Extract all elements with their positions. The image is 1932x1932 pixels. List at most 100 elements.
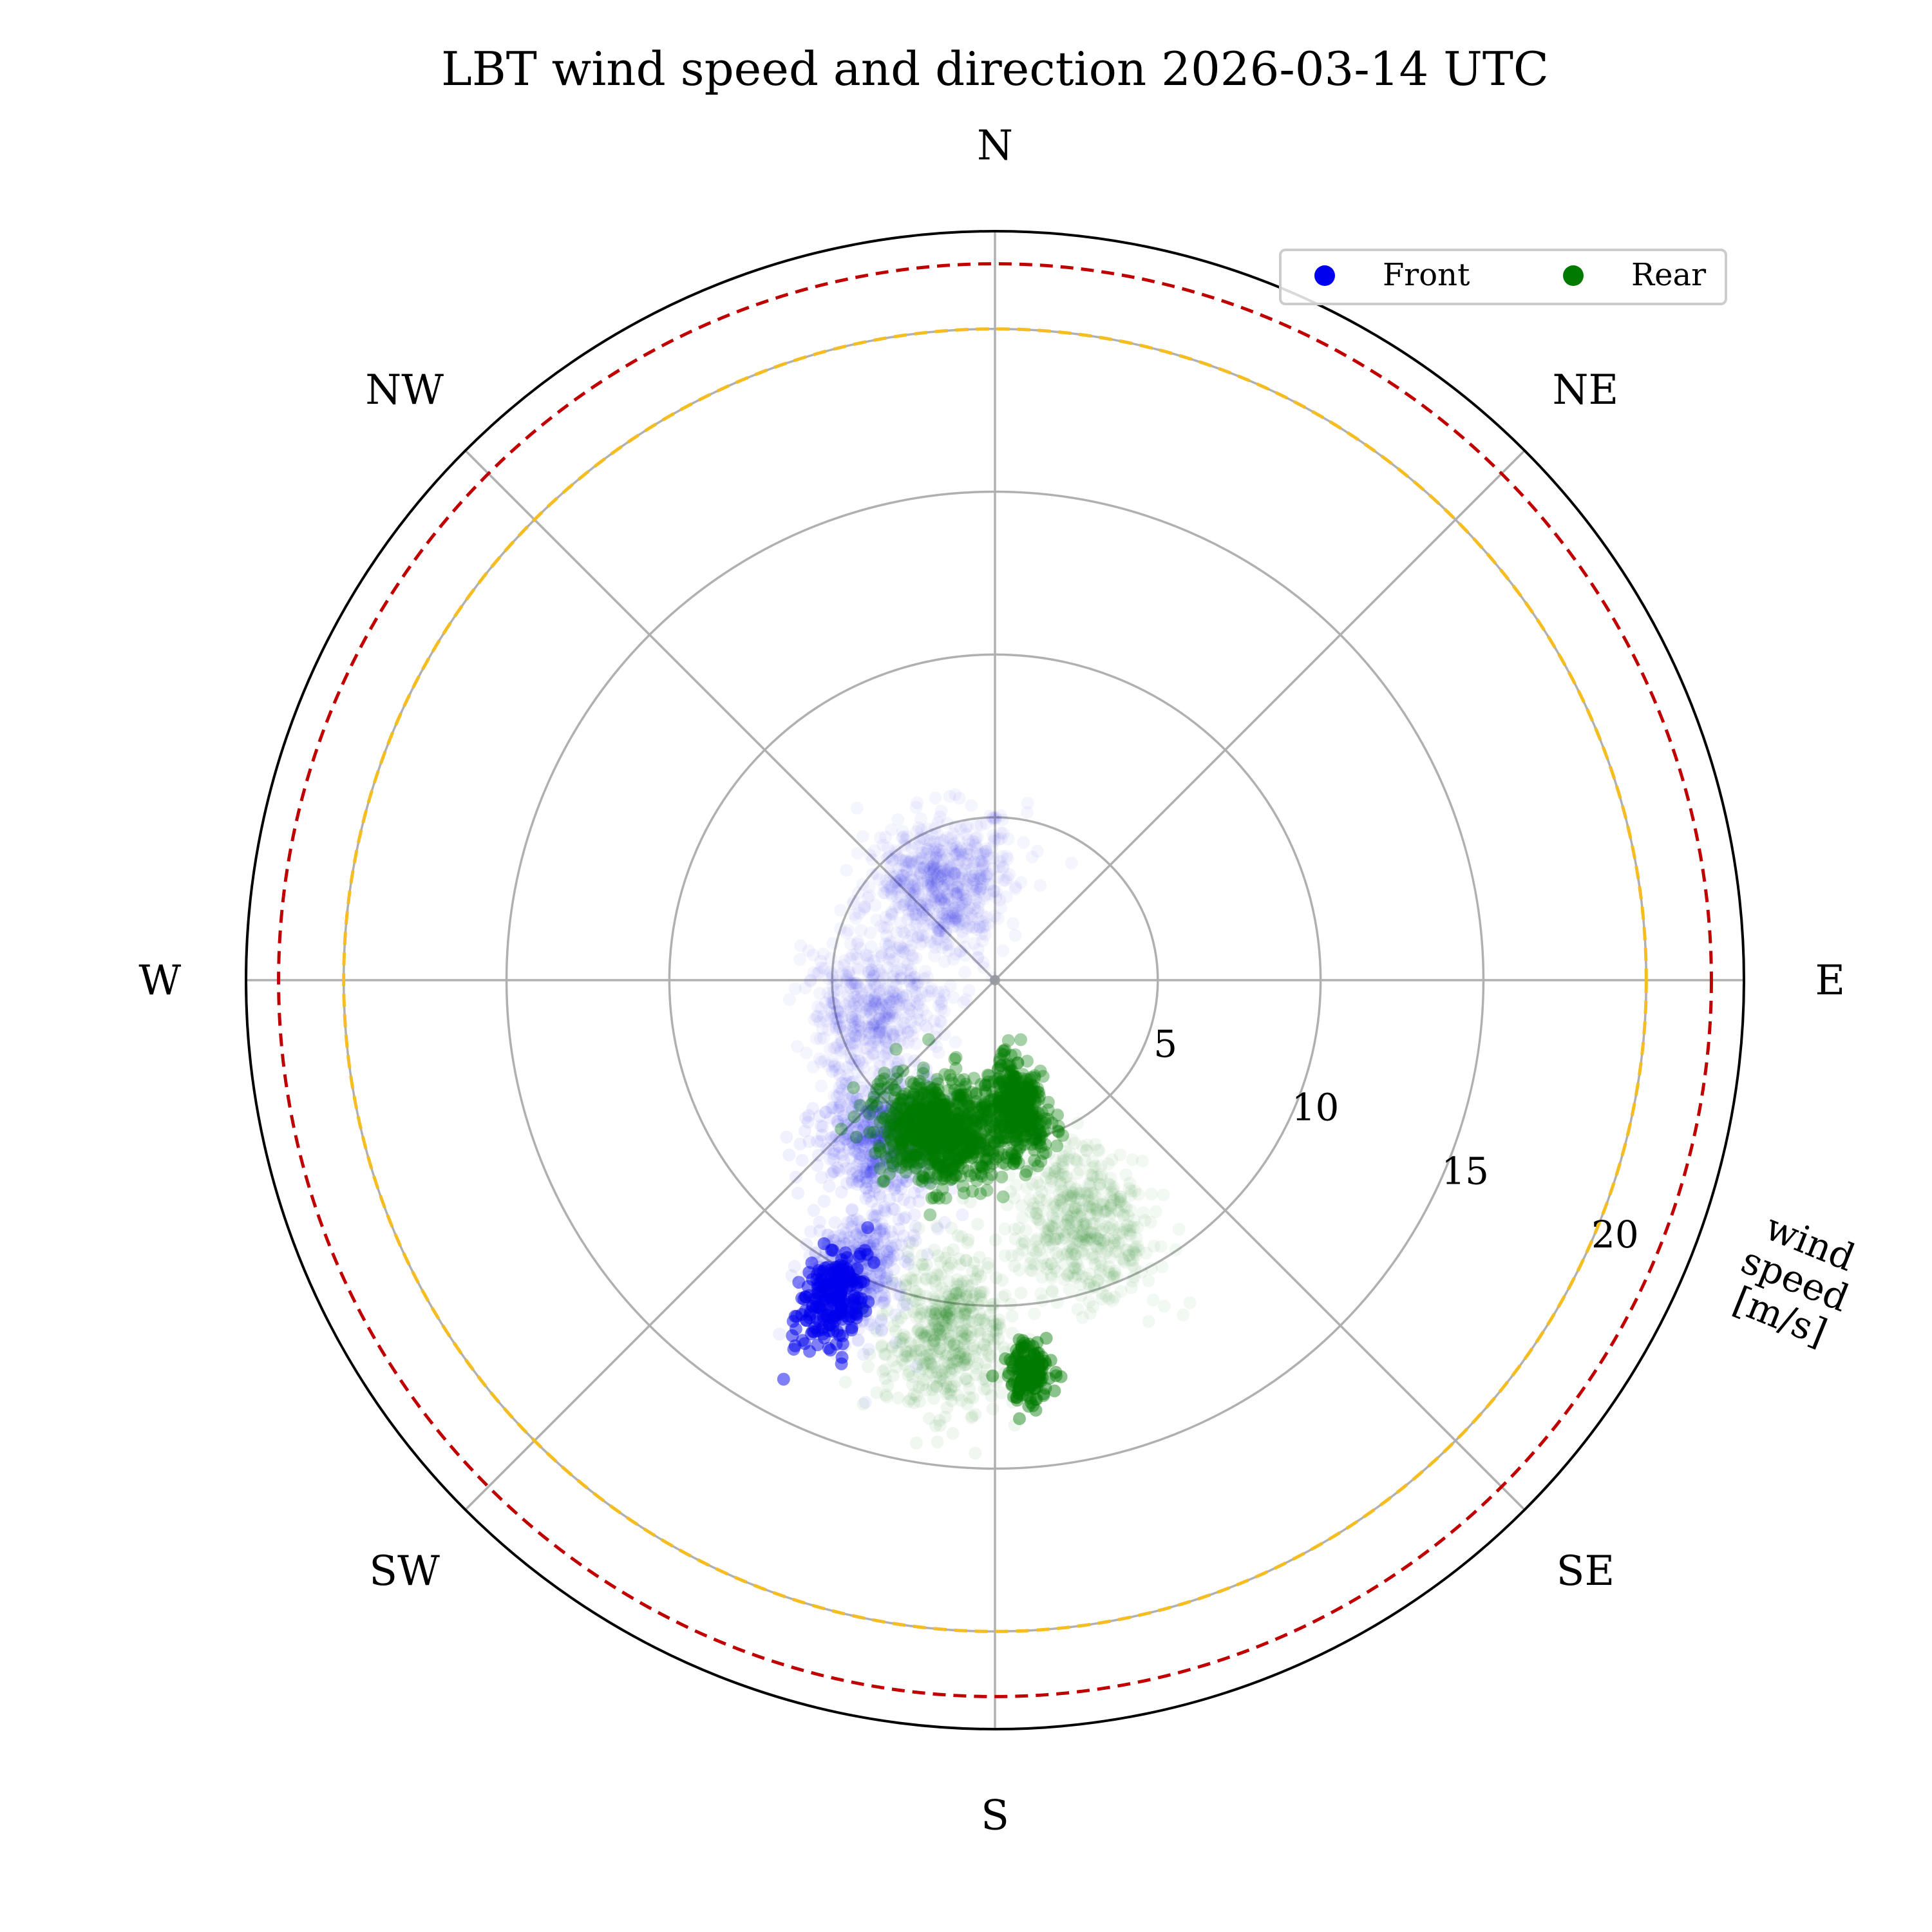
front-point <box>902 975 916 988</box>
front-point <box>907 1125 921 1139</box>
rear-point <box>1088 1280 1101 1293</box>
front-point <box>851 1158 864 1171</box>
front-point <box>949 907 963 920</box>
front-point <box>872 1027 886 1040</box>
front-point <box>886 1148 900 1161</box>
front-point <box>843 1036 857 1049</box>
front-point <box>976 864 989 877</box>
front-point <box>891 1158 905 1171</box>
front-point <box>847 1293 860 1307</box>
front-point <box>891 1057 904 1070</box>
front-point <box>892 1131 905 1144</box>
front-point <box>829 1063 842 1077</box>
front-point <box>948 914 961 928</box>
front-point <box>859 1106 873 1119</box>
front-point <box>938 917 951 931</box>
front-point <box>914 1127 927 1141</box>
front-point <box>790 1170 803 1184</box>
front-point <box>865 994 878 1008</box>
front-point <box>904 1015 918 1028</box>
front-point <box>884 1142 897 1155</box>
front-point <box>866 1046 879 1060</box>
front-point <box>882 1012 896 1025</box>
front-point <box>822 972 836 986</box>
legend-label-rear[interactable]: Rear <box>1631 257 1706 293</box>
front-point <box>897 1016 911 1030</box>
front-point <box>866 1105 880 1119</box>
front-point <box>833 1019 847 1033</box>
front-point <box>813 1015 826 1028</box>
front-point <box>902 1002 916 1016</box>
front-point <box>972 886 986 899</box>
rear-point <box>931 1135 945 1148</box>
front-point <box>988 813 1001 827</box>
front-point <box>867 1088 881 1102</box>
rear-point <box>1036 1271 1049 1284</box>
front-point <box>892 897 905 911</box>
rear-point <box>1054 1199 1068 1213</box>
front-point <box>920 1112 933 1126</box>
front-point <box>913 1110 926 1123</box>
front-point <box>793 1137 807 1151</box>
front-point <box>867 1104 881 1118</box>
front-point <box>963 838 976 851</box>
front-point <box>878 1129 892 1142</box>
front-point <box>929 1101 943 1114</box>
front-point <box>881 851 895 865</box>
front-point <box>902 1092 915 1106</box>
legend-label-front[interactable]: Front <box>1383 257 1470 293</box>
front-point <box>848 1036 862 1050</box>
front-point <box>973 868 987 882</box>
front-point <box>891 882 904 895</box>
front-point <box>887 1028 900 1041</box>
front-point <box>873 1133 886 1147</box>
front-point <box>880 1122 893 1136</box>
front-point <box>908 1139 922 1153</box>
front-point <box>846 1103 859 1117</box>
rear-point <box>1051 1110 1065 1123</box>
front-point <box>862 1133 875 1146</box>
front-point <box>916 919 930 933</box>
rear-point <box>1026 1177 1039 1191</box>
front-point <box>975 855 988 869</box>
front-point <box>958 895 972 908</box>
direction-label-se: SE <box>1557 1548 1615 1595</box>
front-point <box>866 1155 879 1169</box>
rear-point <box>886 1274 899 1287</box>
rear-point <box>963 1382 976 1395</box>
front-point <box>813 1052 826 1065</box>
rear-point <box>1045 1172 1058 1185</box>
front-point <box>926 859 940 873</box>
front-point <box>845 1030 858 1044</box>
rear-point <box>912 1222 925 1235</box>
legend[interactable]: Front Rear <box>1279 249 1727 305</box>
front-point <box>820 1014 833 1028</box>
rear-point <box>992 1096 1005 1110</box>
front-point <box>810 1032 823 1045</box>
front-point <box>901 1113 914 1126</box>
front-point <box>869 1180 883 1194</box>
rear-point <box>1112 1227 1126 1241</box>
front-point <box>909 884 922 898</box>
front-point <box>873 975 886 989</box>
front-point <box>875 1162 888 1176</box>
front-point <box>873 1056 886 1069</box>
front-point <box>854 1247 867 1260</box>
front-point <box>913 833 926 846</box>
front-point <box>845 1105 858 1119</box>
front-point <box>847 1131 860 1144</box>
front-point <box>920 971 934 984</box>
front-point <box>881 1143 894 1157</box>
front-point <box>905 1121 919 1135</box>
front-point <box>887 1127 900 1141</box>
front-point <box>828 1006 842 1019</box>
front-point <box>851 1125 864 1139</box>
rear-point <box>1076 1140 1089 1153</box>
front-point <box>921 873 934 887</box>
front-point <box>882 998 896 1011</box>
front-point <box>894 1085 907 1099</box>
front-point <box>829 1011 842 1025</box>
rear-point <box>1054 1370 1068 1383</box>
front-point <box>932 1046 945 1059</box>
